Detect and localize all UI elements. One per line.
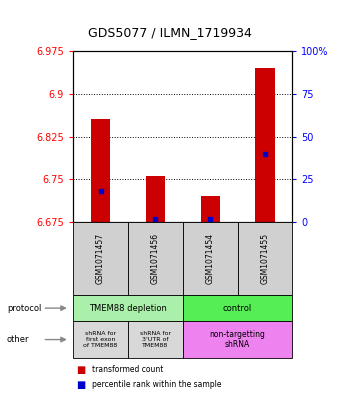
Bar: [146, 176, 165, 222]
Text: GSM1071455: GSM1071455: [260, 233, 270, 284]
Bar: [91, 119, 110, 222]
Text: protocol: protocol: [7, 304, 41, 312]
Text: GDS5077 / ILMN_1719934: GDS5077 / ILMN_1719934: [88, 26, 252, 39]
Text: GSM1071456: GSM1071456: [151, 233, 160, 284]
Text: shRNA for
first exon
of TMEM88: shRNA for first exon of TMEM88: [83, 331, 118, 348]
Text: shRNA for
3'UTR of
TMEM88: shRNA for 3'UTR of TMEM88: [140, 331, 171, 348]
Text: transformed count: transformed count: [92, 365, 163, 374]
Text: TMEM88 depletion: TMEM88 depletion: [89, 304, 167, 312]
Text: ■: ■: [76, 365, 86, 375]
Text: GSM1071454: GSM1071454: [206, 233, 215, 284]
Bar: [201, 196, 220, 222]
Text: GSM1071457: GSM1071457: [96, 233, 105, 284]
Text: percentile rank within the sample: percentile rank within the sample: [92, 380, 221, 389]
Text: other: other: [7, 335, 29, 344]
Bar: [255, 68, 275, 222]
Text: control: control: [223, 304, 252, 312]
Text: ■: ■: [76, 380, 86, 389]
Text: non-targetting
shRNA: non-targetting shRNA: [210, 330, 266, 349]
